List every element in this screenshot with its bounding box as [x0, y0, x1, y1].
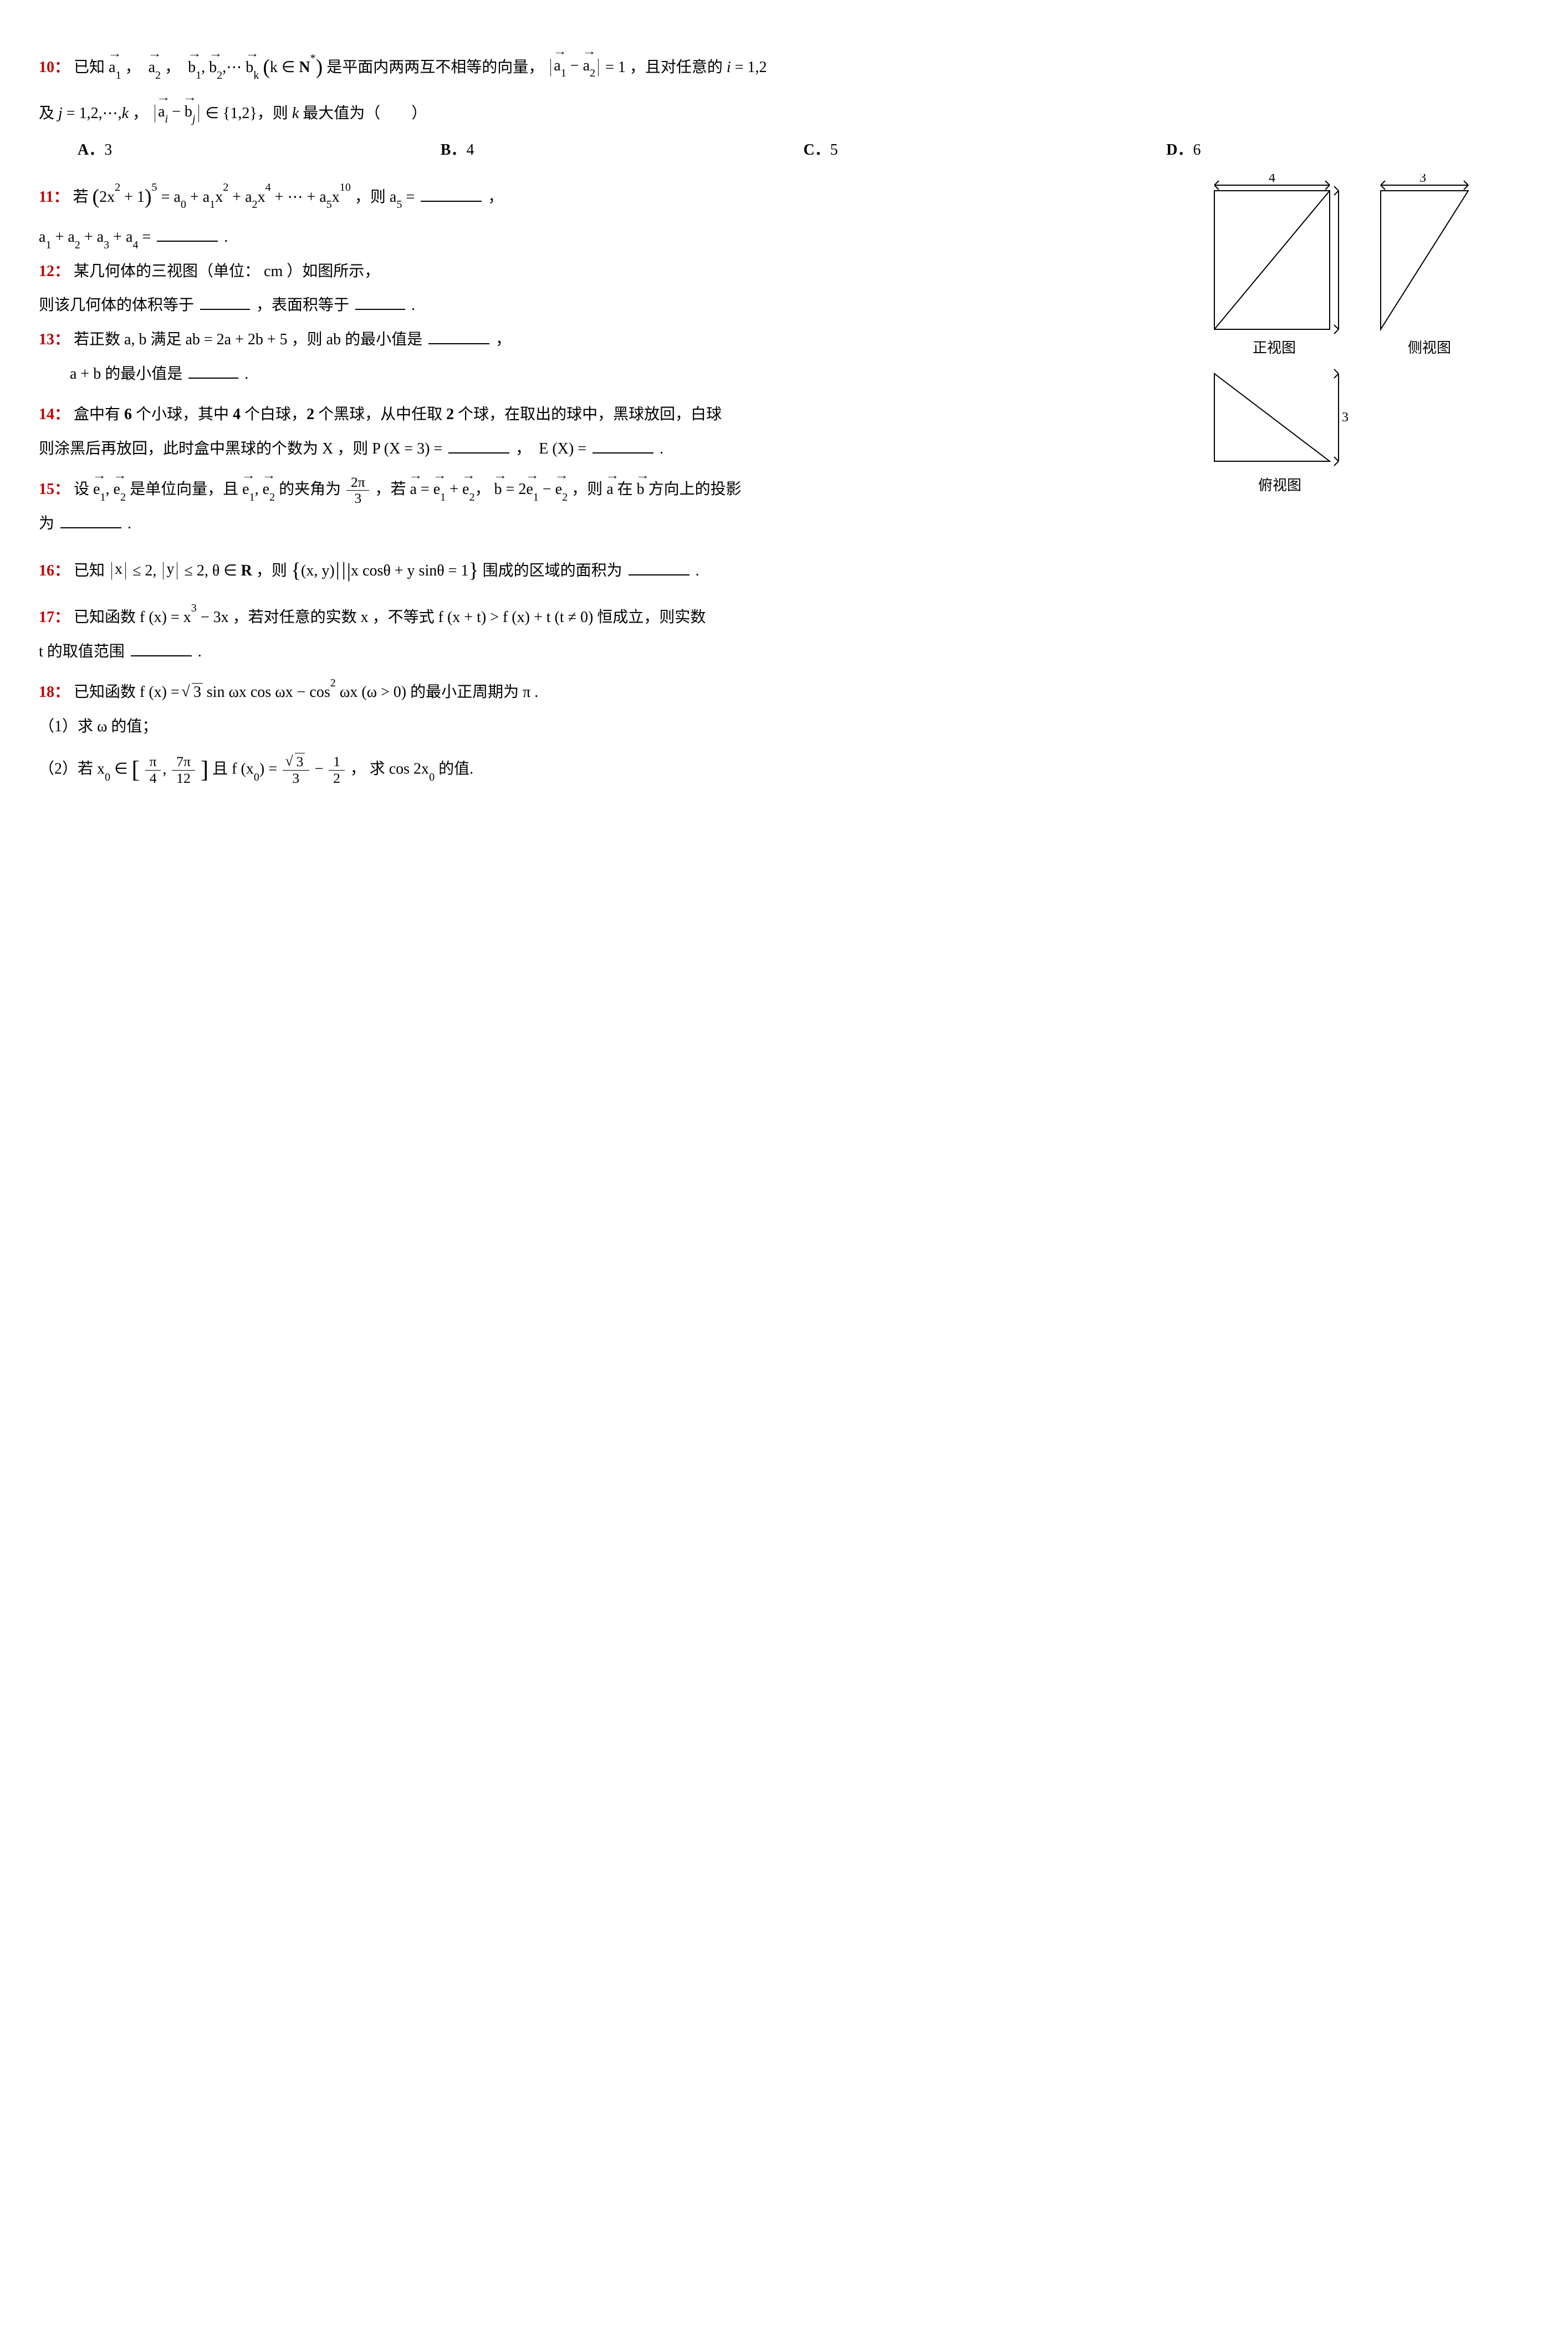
q18-number: 18： [39, 684, 70, 701]
blank-q12-b[interactable] [355, 296, 405, 310]
fig-front: 4 5 正视图 [1208, 174, 1341, 358]
vec-b2: b2 [209, 50, 222, 85]
blank-q14-a[interactable] [448, 440, 509, 454]
paren-k: k ∈ N* [263, 59, 323, 76]
blank-q13-a[interactable] [428, 330, 489, 344]
front-view-svg: 4 5 [1208, 174, 1341, 335]
question-12-line2: 则该几何体的体积等于 ，表面积等于 . [39, 288, 926, 323]
q12-number: 12： [39, 263, 70, 280]
question-17: 17： 已知函数 f (x) = x3 − 3x ，若对任意的实数 x ，不等式… [39, 600, 1529, 669]
question-16: 16： 已知 x ≤ 2, y ≤ 2, θ ∈ R ，则 (x, y)|x c… [39, 548, 1529, 594]
q18-part1: （1）求 ω 的值； [39, 710, 1529, 744]
question-12: 12： 某几何体的三视图（单位： cm ）如图所示， [39, 254, 926, 289]
abs-ai-bj: ai − bj [152, 90, 201, 133]
q10-choices: A．3 B．4 C．5 D．6 [78, 133, 1529, 167]
q10-text: 已知 [74, 59, 105, 76]
question-18: 18： 已知函数 f (x) = 3 sin ωx cos ωx − cos2 … [39, 675, 1529, 797]
q11-binom: 2x2 + 1 [92, 188, 151, 206]
question-11: 11： 若 2x2 + 15 = a0 + a1x2 + a2x4 + ⋯ + … [39, 174, 926, 220]
question-13: 13： 若正数 a, b 满足 ab = 2a + 2b + 5 ，则 ab 的… [39, 323, 926, 357]
choice-a[interactable]: A．3 [78, 133, 441, 167]
frac-2pi-3: 2π3 [346, 475, 369, 507]
blank-q17[interactable] [131, 642, 192, 656]
question-11-line2: a1 + a2 + a3 + a4 = . [39, 220, 926, 254]
block-11-13: 11： 若 2x2 + 15 = a0 + a1x2 + a2x4 + ⋯ + … [39, 174, 1529, 391]
blank-q16[interactable] [629, 562, 689, 575]
question-14: 14： 盒中有 6 个小球，其中 4 个白球，2 个黑球，从中任取 2 个球，在… [39, 398, 1529, 466]
blank-q13-b[interactable] [188, 364, 238, 378]
q16-number: 16： [39, 562, 70, 579]
blank-q14-b[interactable] [593, 440, 653, 454]
dim-3a: 3 [1419, 174, 1426, 185]
choice-b[interactable]: B．4 [441, 133, 804, 167]
choice-c[interactable]: C．5 [804, 133, 1167, 167]
vec-b1: b1 [188, 50, 201, 85]
front-label: 正视图 [1253, 338, 1296, 358]
sqrt3: 3 [183, 675, 203, 710]
q10-number: 10： [39, 59, 70, 76]
side-label: 侧视图 [1408, 338, 1451, 358]
question-13-line2: a + b 的最小值是 . [70, 357, 926, 391]
choice-d[interactable]: D．6 [1166, 133, 1529, 167]
abs-a1-a2: a1 − a2 [548, 44, 601, 87]
q11-number: 11： [39, 188, 69, 206]
q18-part2: （2）若 x0 ∈ π4, 7π12 且 f (x0) = 33 − 12 ， … [39, 743, 1529, 796]
q15-number: 15： [39, 481, 70, 498]
q13-number: 13： [39, 331, 70, 348]
interval: π4, 7π12 [131, 761, 208, 778]
blank-q11-a[interactable] [421, 188, 482, 202]
blank-q15[interactable] [60, 514, 121, 528]
q17-number: 17： [39, 609, 70, 626]
fig-side: 3 侧视图 [1374, 174, 1485, 358]
question-15: 15： 设 e1, e2 是单位向量，且 e1, e2 的夹角为 2π3 ，若 … [39, 472, 1529, 541]
blank-q11-b[interactable] [157, 228, 218, 242]
dim-4: 4 [1269, 174, 1275, 185]
side-view-svg: 3 [1374, 174, 1485, 335]
vec-a2: a2 [149, 50, 161, 85]
vec-a1: a1 [109, 50, 121, 85]
vec-bk: bk [246, 50, 259, 85]
q14-number: 14： [39, 406, 70, 423]
blank-q12-a[interactable] [200, 296, 250, 310]
question-10: 10： 已知 a1 ， a2 ， b1, b2,⋯ bk k ∈ N* 是平面内… [39, 44, 1529, 167]
q16-set: (x, y)|x cosθ + y sinθ = 1 [291, 562, 479, 579]
